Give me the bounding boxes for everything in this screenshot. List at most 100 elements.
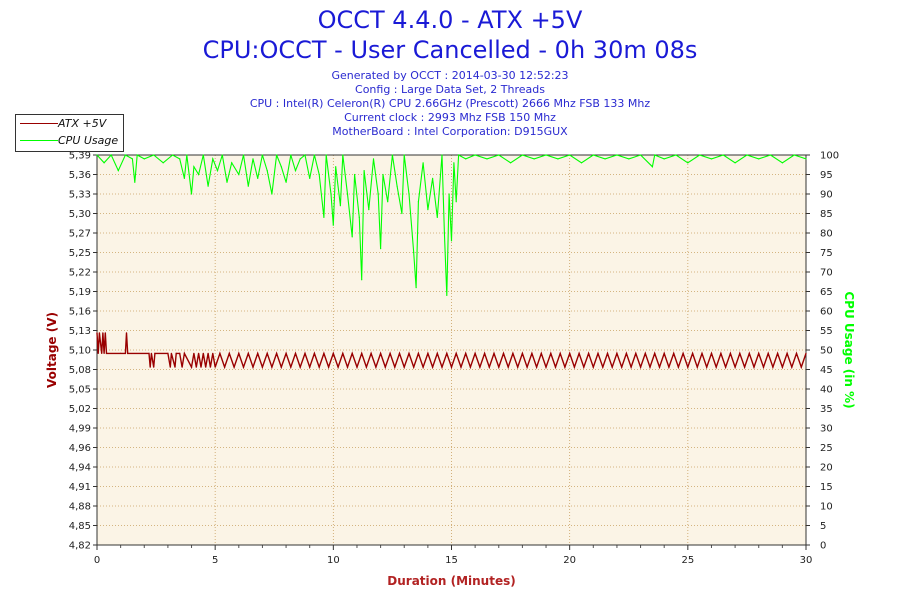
point-voltage xyxy=(663,352,665,354)
point-voltage xyxy=(450,366,453,368)
point-cpu-usage xyxy=(117,170,119,172)
legend-item-cpu: CPU Usage xyxy=(16,132,123,149)
legend-item-voltage: ATX +5V xyxy=(16,115,123,132)
point-cpu-usage xyxy=(339,205,341,207)
point-voltage xyxy=(573,366,576,368)
y-left-tick-label: 5,13 xyxy=(69,326,91,337)
point-cpu-usage xyxy=(313,154,315,156)
point-voltage xyxy=(154,352,156,354)
point-cpu-usage xyxy=(221,154,223,156)
y-left-tick-label: 5,02 xyxy=(69,404,91,415)
point-voltage xyxy=(346,366,349,368)
point-cpu-usage xyxy=(640,154,642,156)
point-cpu-usage xyxy=(226,181,228,183)
info-motherboard: MotherBoard : Intel Corporation: D915GUX xyxy=(332,125,568,138)
point-cpu-usage xyxy=(323,216,325,218)
point-voltage xyxy=(673,352,675,354)
point-voltage xyxy=(668,366,670,368)
point-voltage xyxy=(195,366,197,368)
point-cpu-usage xyxy=(377,193,379,195)
point-cpu-usage xyxy=(271,193,273,195)
point-voltage xyxy=(602,366,604,368)
point-voltage xyxy=(238,352,240,354)
point-cpu-usage xyxy=(179,158,181,160)
y-left-tick-label: 5,27 xyxy=(69,229,91,240)
point-cpu-usage xyxy=(193,166,195,168)
y-right-tick-label: 40 xyxy=(820,385,833,396)
point-cpu-usage xyxy=(143,158,145,160)
point-voltage xyxy=(777,352,779,354)
point-cpu-usage xyxy=(309,177,311,179)
plot-frame xyxy=(96,154,807,546)
x-axis-label: Duration (Minutes) xyxy=(387,574,515,588)
point-voltage xyxy=(422,366,424,368)
point-cpu-usage xyxy=(231,162,233,164)
point-cpu-usage xyxy=(380,248,382,250)
point-voltage xyxy=(644,352,646,354)
point-voltage xyxy=(149,366,151,368)
point-cpu-usage xyxy=(183,177,185,179)
point-voltage xyxy=(469,366,471,368)
point-voltage xyxy=(309,366,311,368)
point-voltage xyxy=(441,366,443,368)
y-right-tick-label: 15 xyxy=(820,482,833,493)
point-voltage xyxy=(179,352,181,354)
point-voltage xyxy=(578,352,580,354)
point-cpu-usage xyxy=(734,162,736,164)
x-tick-label: 25 xyxy=(681,555,694,566)
point-cpu-usage xyxy=(446,294,448,296)
point-cpu-usage xyxy=(443,232,445,234)
y-right-tick-label: 45 xyxy=(820,365,833,376)
point-voltage xyxy=(207,352,209,354)
point-cpu-usage xyxy=(285,181,287,183)
point-voltage xyxy=(148,352,150,354)
point-voltage xyxy=(687,366,689,368)
point-cpu-usage xyxy=(290,154,292,156)
point-voltage xyxy=(767,352,769,354)
point-voltage xyxy=(493,352,495,354)
point-voltage xyxy=(540,352,542,354)
y-right-tick-label: 35 xyxy=(820,404,833,415)
point-voltage xyxy=(559,352,561,354)
point-cpu-usage xyxy=(391,154,393,156)
point-voltage xyxy=(762,366,765,368)
point-cpu-usage xyxy=(592,154,594,156)
point-voltage xyxy=(313,352,315,354)
point-voltage xyxy=(692,352,694,354)
point-cpu-usage xyxy=(358,216,360,218)
point-voltage xyxy=(625,352,628,354)
point-voltage xyxy=(103,352,105,354)
point-voltage xyxy=(791,366,793,368)
point-cpu-usage xyxy=(533,158,535,160)
point-cpu-usage xyxy=(261,154,263,156)
point-voltage xyxy=(786,352,788,354)
point-cpu-usage xyxy=(325,154,327,156)
point-voltage xyxy=(720,352,722,354)
point-voltage xyxy=(554,366,557,368)
point-cpu-usage xyxy=(415,287,417,289)
point-cpu-usage xyxy=(401,212,403,215)
point-cpu-usage xyxy=(318,173,320,176)
point-cpu-usage xyxy=(432,177,434,179)
point-voltage xyxy=(606,352,609,354)
point-cpu-usage xyxy=(342,154,344,156)
point-voltage xyxy=(588,352,590,354)
y-right-tick-label: 100 xyxy=(820,151,839,162)
point-cpu-usage xyxy=(403,154,405,156)
point-voltage xyxy=(104,332,106,334)
point-voltage xyxy=(384,366,386,368)
point-voltage xyxy=(169,366,171,368)
point-voltage xyxy=(753,366,755,368)
point-cpu-usage xyxy=(361,279,363,281)
point-voltage xyxy=(342,352,344,354)
point-voltage xyxy=(294,352,297,354)
point-cpu-usage xyxy=(422,162,424,164)
point-voltage xyxy=(389,352,391,354)
point-voltage xyxy=(597,352,599,354)
point-cpu-usage xyxy=(458,154,460,156)
point-voltage xyxy=(408,352,410,354)
y-left-tick-label: 5,08 xyxy=(69,365,91,376)
point-cpu-usage xyxy=(124,154,126,156)
point-voltage xyxy=(739,352,741,354)
point-voltage xyxy=(446,352,448,354)
